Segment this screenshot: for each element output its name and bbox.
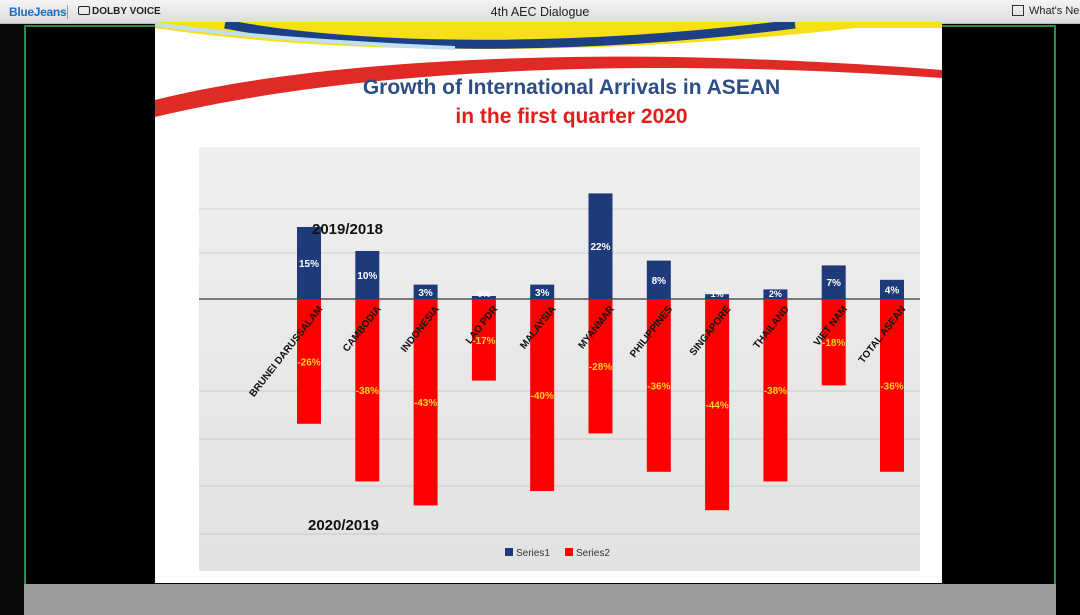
- data-label-series1: 3%: [535, 288, 550, 299]
- slide-subtitle: in the first quarter 2020: [455, 105, 688, 128]
- bar-series1: [530, 284, 555, 299]
- window-title: 4th AEC Dialogue: [490, 5, 590, 19]
- app-title-bar: BlueJeans DOLBY VOICE 4th AEC Dialogue W…: [0, 0, 1080, 24]
- data-label-series2: -18%: [822, 338, 845, 349]
- gift-icon: [1012, 5, 1024, 16]
- bluejeans-logo: BlueJeans: [9, 5, 67, 19]
- slide-title: Growth of International Arrivals in ASEA…: [362, 76, 781, 99]
- bar-series1: [413, 284, 438, 299]
- legend-swatch-series1: [505, 548, 513, 556]
- label-2019-2018: 2019/2018: [312, 221, 383, 238]
- bar-series1: [646, 260, 671, 299]
- dolby-voice-badge: DOLBY VOICE: [78, 6, 161, 17]
- legend-label-series1: Series1: [516, 548, 550, 559]
- data-label-series2: -43%: [414, 398, 437, 409]
- data-label-series1: 1%: [711, 289, 724, 299]
- data-label-series1: 3%: [418, 288, 433, 299]
- data-label-series2: -40%: [531, 391, 554, 402]
- data-label-series2: -17%: [472, 336, 495, 347]
- whats-new-label: What's Ne: [1029, 5, 1080, 17]
- dolby-icon: [78, 6, 90, 15]
- slide-decoration: [155, 22, 942, 117]
- bar-series1: [763, 289, 788, 299]
- data-label-series1: 2%: [769, 289, 782, 299]
- bar-series2: [763, 299, 788, 482]
- data-label-series2: -36%: [647, 381, 670, 392]
- bar-series2: [821, 299, 846, 386]
- bar-series1: [705, 294, 730, 299]
- bar-chart: 15%-26%BRUNEI DARUSSALAM10%-38%CAMBODIA3…: [199, 193, 920, 559]
- data-label-series1: 10%: [357, 271, 377, 282]
- bar-series2: [880, 299, 904, 472]
- data-label-series1: 4%: [885, 285, 900, 296]
- divider: [67, 5, 68, 19]
- label-2020-2019: 2020/2019: [308, 517, 379, 534]
- bottom-controls-bar: [24, 584, 1056, 615]
- whats-new-button[interactable]: What's Ne: [1012, 5, 1079, 17]
- bar-series1: [880, 279, 904, 299]
- left-panel-edge: [0, 24, 24, 615]
- data-label-series2: -36%: [880, 381, 903, 392]
- bar-series1: [588, 193, 613, 299]
- bar-series2: [297, 299, 321, 424]
- data-label-series2: -38%: [356, 386, 379, 397]
- legend-swatch-series2: [565, 548, 573, 556]
- data-label-series2: -26%: [297, 357, 320, 368]
- bar-series2: [355, 299, 380, 482]
- data-label-series1: 22%: [590, 242, 610, 253]
- data-label-series1: 0%: [477, 289, 490, 299]
- bar-series1: [355, 251, 380, 299]
- data-label-series2: -44%: [705, 401, 728, 412]
- bar-series2: [413, 299, 438, 506]
- bar-series1: [821, 265, 846, 299]
- legend-label-series2: Series2: [576, 548, 610, 559]
- bar-series1: [471, 296, 496, 299]
- presentation-slide: Growth of International Arrivals in ASEA…: [155, 22, 942, 583]
- data-label-series2: -28%: [589, 362, 612, 373]
- bar-series2: [646, 299, 671, 472]
- chart-area: 15% -26% BRUNEI DARUSSALAM 10% -38% CAMBODIA 3…: [199, 147, 920, 571]
- data-label-series1: 7%: [826, 278, 841, 289]
- bar-series2: [530, 299, 555, 491]
- data-label-series1: 8%: [652, 276, 667, 287]
- data-label-series2: -38%: [764, 386, 787, 397]
- bar-series1: [297, 227, 321, 299]
- bar-series2: [705, 299, 730, 511]
- dolby-label: DOLBY VOICE: [92, 6, 161, 17]
- data-label-series1: 15%: [299, 259, 319, 270]
- bar-series2: [588, 299, 613, 434]
- bar-series2: [471, 299, 496, 381]
